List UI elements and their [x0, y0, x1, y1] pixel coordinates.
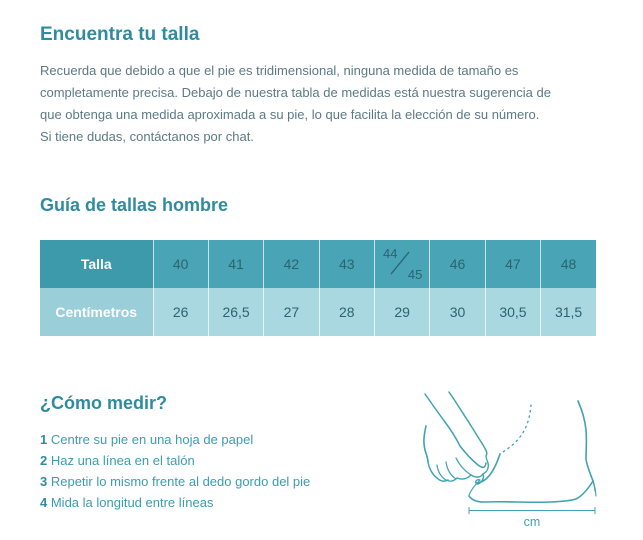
svg-text:cm: cm	[524, 515, 541, 529]
